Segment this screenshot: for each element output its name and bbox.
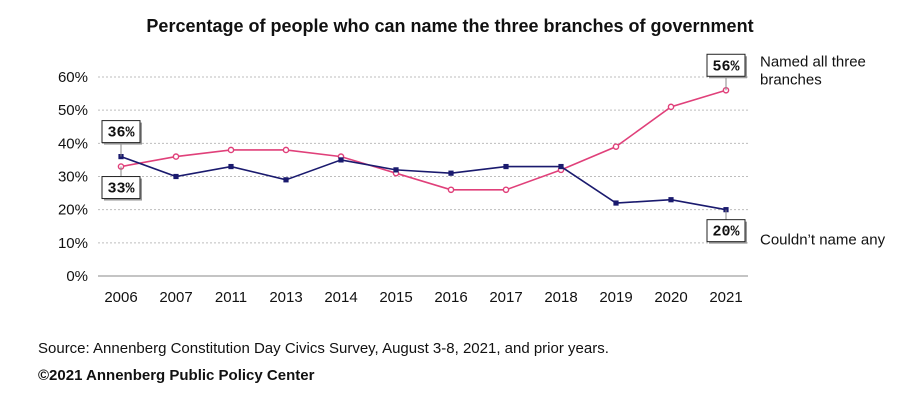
callout-box <box>101 176 141 200</box>
data-point <box>227 146 235 154</box>
series-line-named-all-three <box>120 89 727 191</box>
x-tick-label: 2017 <box>489 289 522 306</box>
data-point <box>502 186 510 194</box>
series-label: Couldn’t name any <box>760 232 886 249</box>
y-tick-label: 40% <box>58 135 88 152</box>
callout-box <box>101 120 141 144</box>
y-tick-label: 50% <box>58 102 88 119</box>
data-point <box>282 146 290 154</box>
data-point <box>667 103 675 111</box>
data-point <box>393 167 399 173</box>
data-point <box>283 177 289 183</box>
data-label: 56% <box>712 58 740 75</box>
source-note: Source: Annenberg Constitution Day Civic… <box>38 340 609 357</box>
data-label: 33% <box>107 181 135 198</box>
data-label: 36% <box>107 125 135 142</box>
y-tick-label: 20% <box>58 202 88 219</box>
x-tick-label: 2013 <box>269 289 302 306</box>
x-tick-label: 2020 <box>654 289 687 306</box>
data-point <box>448 170 454 176</box>
data-point <box>338 157 344 163</box>
data-point <box>558 163 564 170</box>
callout-box <box>706 219 746 243</box>
x-tick-label: 2011 <box>215 289 247 306</box>
callout-box <box>706 53 746 77</box>
data-point <box>447 186 455 194</box>
x-tick-label: 2019 <box>599 289 632 306</box>
data-point <box>612 143 620 150</box>
data-point <box>172 153 180 160</box>
y-tick-label: 30% <box>58 169 88 186</box>
data-point <box>613 200 619 206</box>
x-tick-label: 2018 <box>544 289 577 306</box>
y-tick-label: 60% <box>58 69 88 86</box>
copyright-note: ©2021 Annenberg Public Policy Center <box>38 367 315 384</box>
data-point <box>668 197 674 203</box>
data-label: 20% <box>712 224 740 241</box>
data-point <box>228 163 234 170</box>
chart-title: Percentage of people who can name the th… <box>146 16 754 36</box>
data-point <box>503 163 509 170</box>
x-tick-label: 2014 <box>324 289 357 306</box>
y-tick-label: 0% <box>66 268 88 285</box>
x-tick-label: 2015 <box>379 289 412 306</box>
x-tick-label: 2006 <box>104 289 137 306</box>
y-tick-label: 10% <box>58 235 88 252</box>
x-tick-label: 2007 <box>159 289 192 306</box>
data-point <box>173 173 179 180</box>
series-label: branches <box>760 71 822 88</box>
series-label: Named all three <box>760 53 866 70</box>
x-tick-label: 2021 <box>709 289 742 306</box>
x-tick-label: 2016 <box>434 289 467 306</box>
series-line-couldnt-name-any <box>120 155 727 211</box>
data-point <box>723 207 729 213</box>
